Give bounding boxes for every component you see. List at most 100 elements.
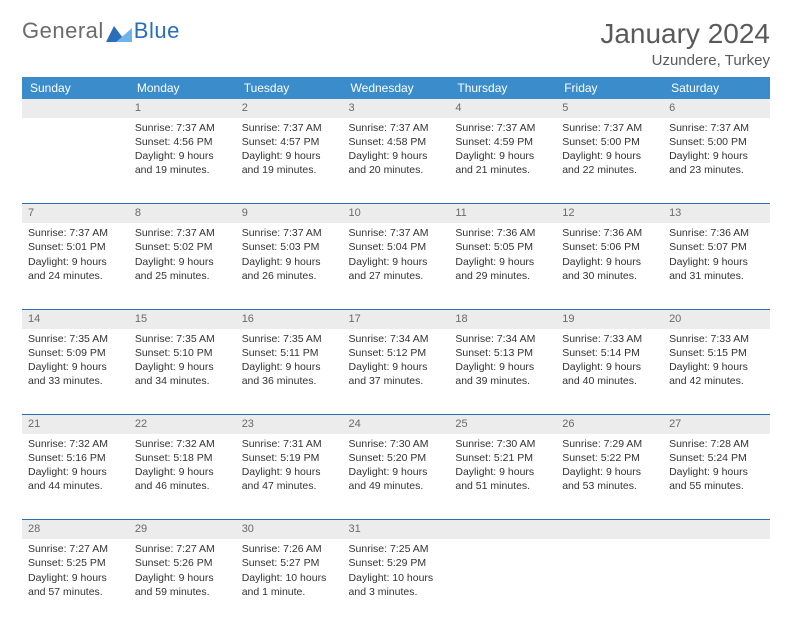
sunrise-line: Sunrise: 7:26 AM: [242, 542, 337, 556]
sunset-line: Sunset: 4:57 PM: [242, 135, 337, 149]
day-body-cell: Sunrise: 7:27 AMSunset: 5:26 PMDaylight:…: [129, 539, 236, 625]
page-title: January 2024: [600, 18, 770, 50]
weekday-header: Tuesday: [236, 77, 343, 99]
sunrise-line: Sunrise: 7:29 AM: [562, 437, 657, 451]
sunset-line: Sunset: 5:04 PM: [349, 240, 444, 254]
day-body-cell: Sunrise: 7:30 AMSunset: 5:20 PMDaylight:…: [343, 434, 450, 520]
sunset-line: Sunset: 5:25 PM: [28, 556, 123, 570]
calendar-table: SundayMondayTuesdayWednesdayThursdayFrid…: [22, 77, 770, 625]
sunrise-line: Sunrise: 7:30 AM: [349, 437, 444, 451]
sunrise-line: Sunrise: 7:32 AM: [28, 437, 123, 451]
location-label: Uzundere, Turkey: [600, 52, 770, 69]
day-body-cell: Sunrise: 7:33 AMSunset: 5:15 PMDaylight:…: [663, 329, 770, 415]
daylight-line: Daylight: 9 hours and 20 minutes.: [349, 149, 444, 177]
sunrise-line: Sunrise: 7:27 AM: [28, 542, 123, 556]
day-number-row: 123456: [22, 99, 770, 118]
day-number-cell: 17: [343, 309, 450, 328]
daylight-line: Daylight: 9 hours and 39 minutes.: [455, 360, 550, 388]
day-body-cell: Sunrise: 7:37 AMSunset: 4:58 PMDaylight:…: [343, 118, 450, 204]
sunset-line: Sunset: 5:16 PM: [28, 451, 123, 465]
day-body-cell: Sunrise: 7:36 AMSunset: 5:07 PMDaylight:…: [663, 223, 770, 309]
brand-name-2: Blue: [134, 18, 180, 44]
weekday-header-row: SundayMondayTuesdayWednesdayThursdayFrid…: [22, 77, 770, 99]
day-body-cell: Sunrise: 7:37 AMSunset: 5:03 PMDaylight:…: [236, 223, 343, 309]
sunset-line: Sunset: 5:03 PM: [242, 240, 337, 254]
day-number-cell: 30: [236, 520, 343, 539]
day-number-cell: 5: [556, 99, 663, 118]
sunset-line: Sunset: 5:24 PM: [669, 451, 764, 465]
daylight-line: Daylight: 9 hours and 37 minutes.: [349, 360, 444, 388]
sunrise-line: Sunrise: 7:27 AM: [135, 542, 230, 556]
daylight-line: Daylight: 9 hours and 51 minutes.: [455, 465, 550, 493]
day-body-cell: Sunrise: 7:26 AMSunset: 5:27 PMDaylight:…: [236, 539, 343, 625]
sunrise-line: Sunrise: 7:31 AM: [242, 437, 337, 451]
day-body-cell: Sunrise: 7:31 AMSunset: 5:19 PMDaylight:…: [236, 434, 343, 520]
day-body-cell: [449, 539, 556, 625]
sunrise-line: Sunrise: 7:37 AM: [349, 226, 444, 240]
daylight-line: Daylight: 9 hours and 40 minutes.: [562, 360, 657, 388]
day-body-cell: Sunrise: 7:37 AMSunset: 4:59 PMDaylight:…: [449, 118, 556, 204]
daylight-line: Daylight: 10 hours and 1 minute.: [242, 571, 337, 599]
weekday-header: Monday: [129, 77, 236, 99]
day-number-cell: 14: [22, 309, 129, 328]
daylight-line: Daylight: 10 hours and 3 minutes.: [349, 571, 444, 599]
weekday-header: Saturday: [663, 77, 770, 99]
sunset-line: Sunset: 5:00 PM: [562, 135, 657, 149]
day-body-cell: Sunrise: 7:36 AMSunset: 5:05 PMDaylight:…: [449, 223, 556, 309]
weekday-header: Wednesday: [343, 77, 450, 99]
sunrise-line: Sunrise: 7:25 AM: [349, 542, 444, 556]
day-number-cell: 21: [22, 415, 129, 434]
sunset-line: Sunset: 5:15 PM: [669, 346, 764, 360]
day-number-cell: 25: [449, 415, 556, 434]
day-number-cell: 12: [556, 204, 663, 223]
day-body-row: Sunrise: 7:27 AMSunset: 5:25 PMDaylight:…: [22, 539, 770, 625]
day-number-cell: 2: [236, 99, 343, 118]
day-number-cell: 4: [449, 99, 556, 118]
day-number-cell: 11: [449, 204, 556, 223]
day-number-cell: 6: [663, 99, 770, 118]
day-number-cell: 9: [236, 204, 343, 223]
day-number-cell: [556, 520, 663, 539]
day-number-row: 78910111213: [22, 204, 770, 223]
weekday-header: Friday: [556, 77, 663, 99]
day-body-cell: [663, 539, 770, 625]
day-number-cell: 24: [343, 415, 450, 434]
sunrise-line: Sunrise: 7:36 AM: [562, 226, 657, 240]
day-number-cell: 27: [663, 415, 770, 434]
weekday-header: Sunday: [22, 77, 129, 99]
day-number-cell: 13: [663, 204, 770, 223]
daylight-line: Daylight: 9 hours and 46 minutes.: [135, 465, 230, 493]
day-body-cell: Sunrise: 7:30 AMSunset: 5:21 PMDaylight:…: [449, 434, 556, 520]
day-number-cell: 26: [556, 415, 663, 434]
sunset-line: Sunset: 5:29 PM: [349, 556, 444, 570]
day-body-cell: Sunrise: 7:34 AMSunset: 5:12 PMDaylight:…: [343, 329, 450, 415]
sunset-line: Sunset: 5:09 PM: [28, 346, 123, 360]
sunrise-line: Sunrise: 7:37 AM: [562, 121, 657, 135]
day-number-cell: 28: [22, 520, 129, 539]
sunrise-line: Sunrise: 7:36 AM: [669, 226, 764, 240]
brand-triangle-icon: [106, 20, 132, 42]
day-body-cell: Sunrise: 7:25 AMSunset: 5:29 PMDaylight:…: [343, 539, 450, 625]
sunrise-line: Sunrise: 7:37 AM: [242, 226, 337, 240]
sunset-line: Sunset: 5:21 PM: [455, 451, 550, 465]
sunrise-line: Sunrise: 7:33 AM: [669, 332, 764, 346]
daylight-line: Daylight: 9 hours and 19 minutes.: [135, 149, 230, 177]
day-number-cell: 3: [343, 99, 450, 118]
day-number-cell: 15: [129, 309, 236, 328]
day-body-cell: Sunrise: 7:28 AMSunset: 5:24 PMDaylight:…: [663, 434, 770, 520]
daylight-line: Daylight: 9 hours and 19 minutes.: [242, 149, 337, 177]
sunrise-line: Sunrise: 7:32 AM: [135, 437, 230, 451]
brand-name-1: General: [22, 18, 104, 44]
daylight-line: Daylight: 9 hours and 31 minutes.: [669, 255, 764, 283]
sunrise-line: Sunrise: 7:33 AM: [562, 332, 657, 346]
day-body-row: Sunrise: 7:32 AMSunset: 5:16 PMDaylight:…: [22, 434, 770, 520]
day-body-cell: Sunrise: 7:37 AMSunset: 4:56 PMDaylight:…: [129, 118, 236, 204]
sunrise-line: Sunrise: 7:30 AM: [455, 437, 550, 451]
daylight-line: Daylight: 9 hours and 29 minutes.: [455, 255, 550, 283]
header: General Blue January 2024 Uzundere, Turk…: [22, 18, 770, 69]
sunrise-line: Sunrise: 7:37 AM: [349, 121, 444, 135]
day-body-cell: [22, 118, 129, 204]
day-number-cell: 10: [343, 204, 450, 223]
sunrise-line: Sunrise: 7:34 AM: [349, 332, 444, 346]
daylight-line: Daylight: 9 hours and 22 minutes.: [562, 149, 657, 177]
